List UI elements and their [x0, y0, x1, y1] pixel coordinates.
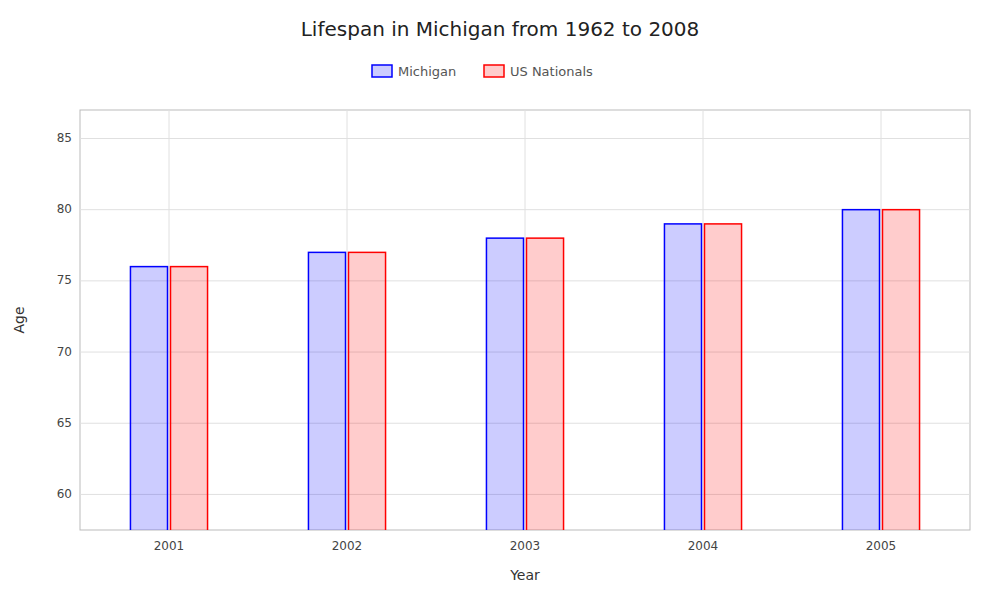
x-tick-label: 2001: [154, 539, 185, 553]
bar: [486, 238, 523, 530]
x-tick-label: 2004: [688, 539, 719, 553]
bars: [130, 210, 919, 530]
x-grid-line: [881, 110, 882, 530]
grid: [80, 110, 970, 530]
y-axis-label: Age: [11, 306, 27, 333]
bar: [705, 224, 742, 530]
bar: [171, 267, 208, 530]
y-tick-label: 60: [57, 487, 72, 501]
legend-label: Michigan: [398, 64, 456, 79]
legend-swatch: [484, 65, 504, 77]
legend-label: US Nationals: [510, 64, 593, 79]
x-tick-label: 2003: [510, 539, 541, 553]
y-tick-label: 70: [57, 345, 72, 359]
x-tick-label: 2005: [866, 539, 897, 553]
x-grid-line: [169, 110, 170, 530]
legend: Michigan US Nationals: [372, 64, 593, 79]
chart-svg: 60 65 70 75 80 85 2001 2002 2003 2004 2005 Lifespan…: [0, 0, 1000, 600]
chart-container: 60 65 70 75 80 85 2001 2002 2003 2004 2005 Lifespan…: [0, 0, 1000, 600]
x-axis-label: Year: [509, 567, 540, 583]
y-tick-label: 85: [57, 131, 72, 145]
bar: [527, 238, 564, 530]
x-grid-line: [525, 110, 526, 530]
y-tick-label: 80: [57, 202, 72, 216]
bar: [664, 224, 701, 530]
bar: [842, 210, 879, 530]
bar: [883, 210, 920, 530]
x-grid-line: [347, 110, 348, 530]
bar: [308, 252, 345, 530]
y-tick-label: 65: [57, 416, 72, 430]
legend-swatch: [372, 65, 392, 77]
chart-title: Lifespan in Michigan from 1962 to 2008: [301, 17, 700, 41]
x-grid-line: [703, 110, 704, 530]
bar: [130, 267, 167, 530]
y-tick-label: 75: [57, 273, 72, 287]
plot-frame: [80, 110, 970, 530]
x-tick-label: 2002: [332, 539, 363, 553]
bar: [349, 252, 386, 530]
